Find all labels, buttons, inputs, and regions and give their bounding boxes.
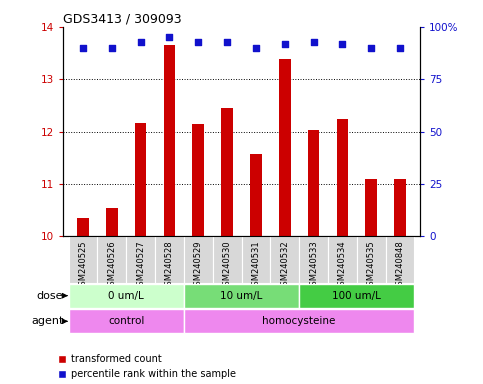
Bar	[394, 179, 406, 236]
Text: GSM240533: GSM240533	[309, 240, 318, 291]
Bar	[77, 218, 89, 236]
Point	[223, 38, 231, 45]
Bar	[135, 123, 146, 236]
Point	[108, 45, 115, 51]
Bar	[106, 207, 117, 236]
Text: GSM240525: GSM240525	[78, 240, 87, 291]
Bar	[184, 284, 299, 308]
Point	[339, 41, 346, 47]
Bar	[279, 60, 290, 236]
Bar	[164, 45, 175, 236]
Point	[310, 38, 317, 45]
Bar	[69, 284, 184, 308]
Text: 10 um/L: 10 um/L	[220, 291, 263, 301]
Point	[396, 45, 404, 51]
Text: homocysteine: homocysteine	[262, 316, 336, 326]
Bar	[184, 236, 213, 283]
Point	[194, 38, 202, 45]
Bar	[221, 108, 233, 236]
Bar	[184, 309, 414, 333]
Text: GSM240535: GSM240535	[367, 240, 376, 291]
Text: GSM240534: GSM240534	[338, 240, 347, 291]
Bar	[213, 236, 242, 283]
Legend: transformed count, percentile rank within the sample: transformed count, percentile rank withi…	[58, 354, 236, 379]
Text: 0 um/L: 0 um/L	[108, 291, 144, 301]
Text: GSM240531: GSM240531	[252, 240, 260, 291]
Text: 100 um/L: 100 um/L	[332, 291, 381, 301]
Bar	[299, 284, 414, 308]
Point	[252, 45, 260, 51]
Point	[368, 45, 375, 51]
Bar	[126, 236, 155, 283]
Text: GSM240527: GSM240527	[136, 240, 145, 291]
Bar	[193, 124, 204, 236]
Bar	[308, 130, 319, 236]
Text: GSM240530: GSM240530	[223, 240, 231, 291]
Text: GSM240526: GSM240526	[107, 240, 116, 291]
Point	[281, 41, 289, 47]
Text: control: control	[108, 316, 144, 326]
Bar	[328, 236, 357, 283]
Bar	[270, 236, 299, 283]
Bar	[366, 179, 377, 236]
Bar	[250, 154, 262, 236]
Bar	[385, 236, 414, 283]
Bar	[69, 309, 184, 333]
Point	[166, 34, 173, 40]
Point	[79, 45, 87, 51]
Bar	[357, 236, 385, 283]
Bar	[155, 236, 184, 283]
Point	[137, 38, 144, 45]
Bar	[242, 236, 270, 283]
Text: agent: agent	[31, 316, 63, 326]
Text: GSM240848: GSM240848	[396, 240, 405, 291]
Text: GSM240532: GSM240532	[280, 240, 289, 291]
Bar	[69, 236, 98, 283]
Bar	[98, 236, 126, 283]
Text: dose: dose	[37, 291, 63, 301]
Text: GSM240528: GSM240528	[165, 240, 174, 291]
Text: GSM240529: GSM240529	[194, 240, 203, 291]
Text: GDS3413 / 309093: GDS3413 / 309093	[63, 13, 182, 26]
Bar	[337, 119, 348, 236]
Bar	[299, 236, 328, 283]
